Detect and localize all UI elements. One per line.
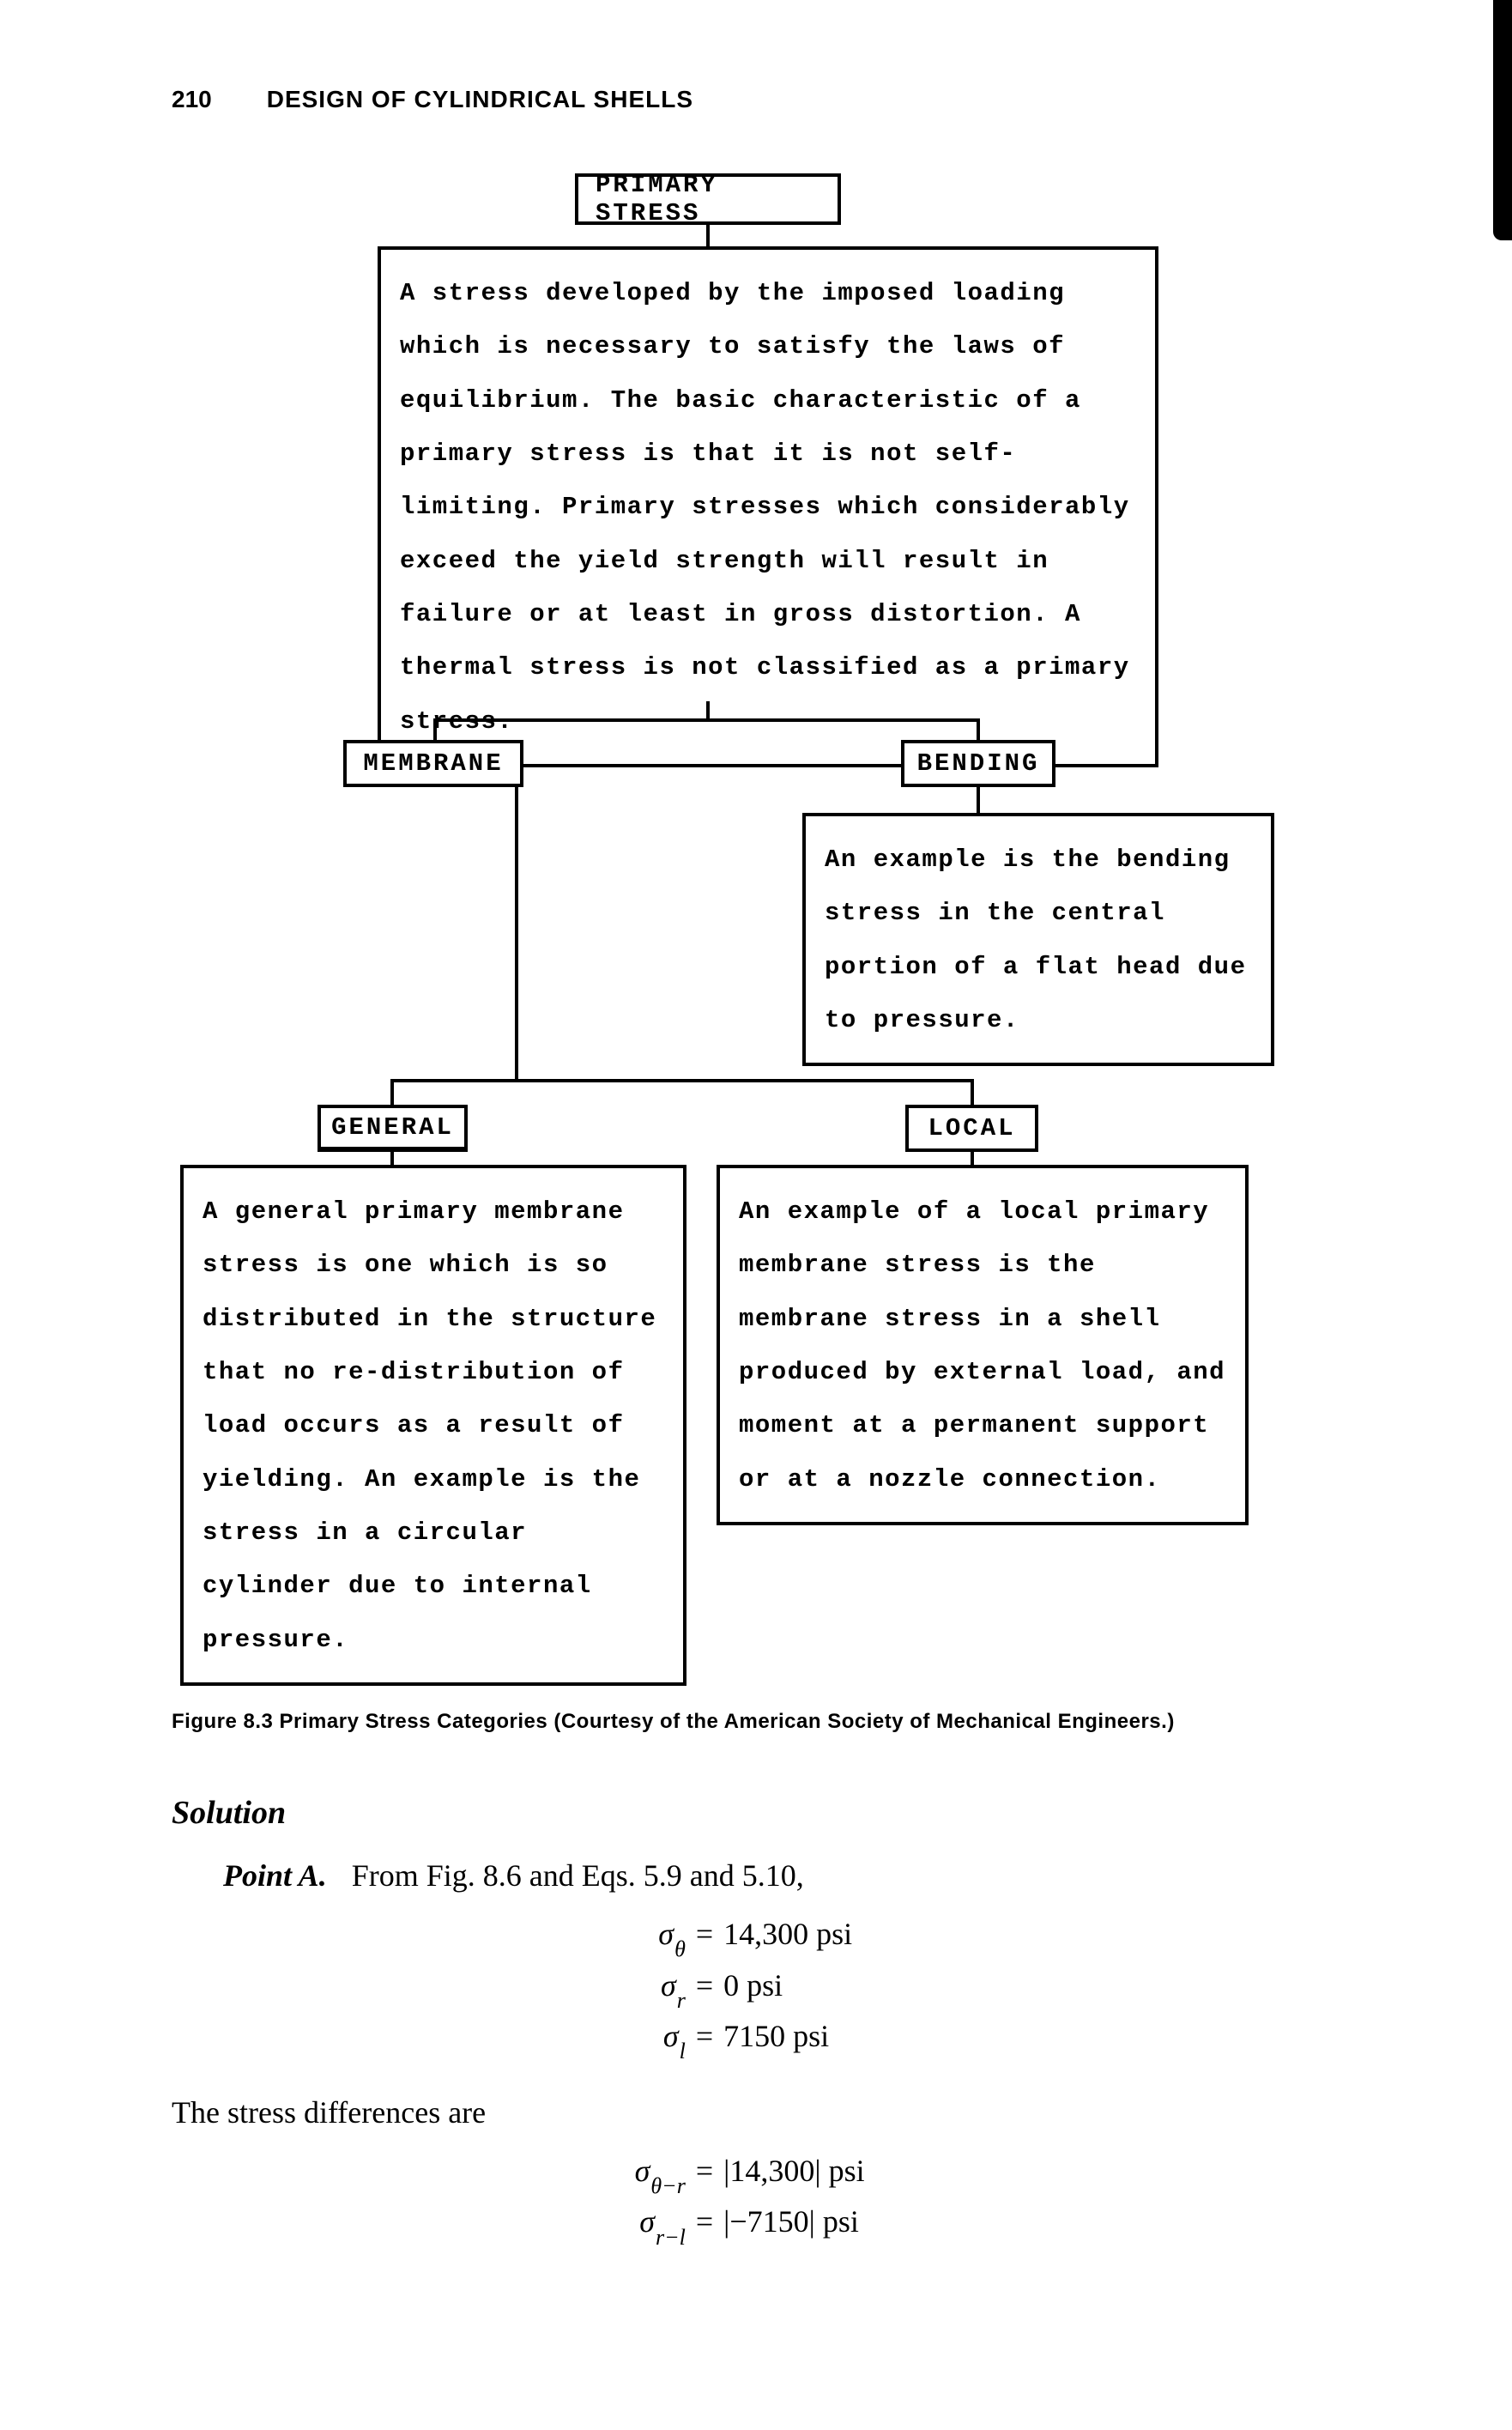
eq-sub: r−l (656, 2225, 686, 2250)
equals: = (696, 2148, 713, 2196)
chapter-title: DESIGN OF CYLINDRICAL SHELLS (267, 86, 693, 112)
eq-sigma-theta: σθ = 14,300 psi (172, 1911, 1358, 1961)
equations-block-1: σθ = 14,300 psi σr = 0 psi σl = 7150 psi (172, 1911, 1358, 2063)
page-header: 210 DESIGN OF CYLINDRICAL SHELLS (172, 86, 1358, 113)
equals: = (696, 2198, 713, 2246)
eq-sym: σ (639, 2204, 655, 2239)
point-a-text: From Fig. 8.6 and Eqs. 5.9 and 5.10, (352, 1858, 804, 1893)
figure-caption: Figure 8.3 Primary Stress Categories (Co… (172, 1710, 1358, 1734)
point-a-label: Point A. (223, 1858, 327, 1893)
node-bending: BENDING (901, 740, 1055, 787)
node-bending-desc: An example is the bending stress in the … (802, 813, 1274, 1066)
node-text: A general primary membrane stress is one… (203, 1197, 656, 1654)
stress-diff-label: The stress differences are (172, 2090, 1358, 2135)
equals: = (696, 2013, 713, 2061)
eq-rhs: 0 psi (723, 1962, 947, 2010)
node-label: BENDING (917, 749, 1040, 778)
node-local: LOCAL (905, 1105, 1038, 1152)
eq-sigma-l: σl = 7150 psi (172, 2013, 1358, 2063)
node-label: LOCAL (928, 1114, 1015, 1142)
connector (390, 1079, 394, 1105)
eq-sub: r (677, 1988, 686, 2013)
node-membrane: MEMBRANE (343, 740, 523, 787)
connector (971, 1152, 974, 1165)
connector (977, 718, 980, 740)
eq-sub: θ (674, 1936, 686, 1961)
eq-sub: l (680, 2039, 686, 2063)
node-label: GENERAL (331, 1113, 454, 1142)
eq-sym: σ (658, 1917, 674, 1951)
point-a-para: Point A. From Fig. 8.6 and Eqs. 5.9 and … (172, 1853, 1358, 1898)
solution-heading: Solution (172, 1794, 1358, 1832)
node-text: An example of a local primary membrane s… (739, 1197, 1225, 1494)
connector (433, 718, 980, 722)
eq-sub: θ−r (650, 2173, 685, 2198)
eq-rhs: |14,300| psi (723, 2148, 947, 2196)
node-label: PRIMARY STRESS (596, 171, 820, 227)
flowchart-primary-stress: PRIMARY STRESS A stress developed by the… (163, 173, 1347, 1684)
node-local-desc: An example of a local primary membrane s… (717, 1165, 1249, 1525)
equations-block-2: σθ−r = |14,300| psi σr−l = |−7150| psi (172, 2148, 1358, 2250)
connector (390, 1079, 974, 1082)
node-primary-desc: A stress developed by the imposed loadin… (378, 246, 1158, 767)
eq-sigma-theta-r: σθ−r = |14,300| psi (172, 2148, 1358, 2198)
eq-sigma-r: σr = 0 psi (172, 1962, 1358, 2013)
connector (390, 1152, 394, 1165)
connector (433, 718, 437, 740)
connector (706, 701, 710, 718)
node-text: An example is the bending stress in the … (825, 845, 1246, 1034)
eq-sym: σ (635, 2154, 650, 2188)
eq-sigma-r-l: σr−l = |−7150| psi (172, 2198, 1358, 2249)
connector (971, 1079, 974, 1105)
eq-sym: σ (661, 1968, 676, 2003)
connector (977, 787, 980, 813)
eq-sym: σ (663, 2019, 679, 2053)
node-general: GENERAL (318, 1105, 468, 1152)
connector (515, 787, 518, 1079)
node-general-desc: A general primary membrane stress is one… (180, 1165, 686, 1686)
eq-rhs: 7150 psi (723, 2013, 947, 2061)
node-text: A stress developed by the imposed loadin… (400, 279, 1130, 736)
page-number: 210 (172, 86, 212, 113)
page-scan-edge (1493, 0, 1512, 240)
equals: = (696, 1962, 713, 2010)
node-label: MEMBRANE (363, 749, 503, 778)
node-primary-stress: PRIMARY STRESS (575, 173, 841, 225)
equals: = (696, 1911, 713, 1959)
eq-rhs: 14,300 psi (723, 1911, 947, 1959)
eq-rhs: |−7150| psi (723, 2198, 947, 2246)
connector (706, 225, 710, 246)
